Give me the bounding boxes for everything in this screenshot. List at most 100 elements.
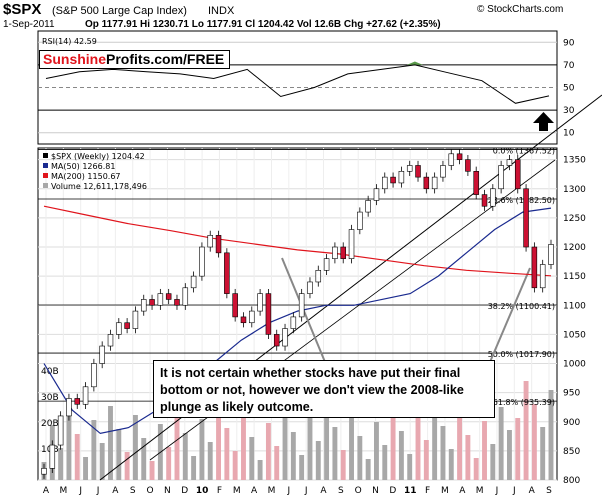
annotation-line-2: bottom or not, however we don't view the… [160,383,464,397]
candle-body [124,322,130,329]
x-tick-label: J [512,486,516,496]
rsi-grid [38,41,557,134]
volume-bar [324,404,330,480]
volume-bar [490,444,496,480]
x-tick-label: F [217,486,222,496]
legend-swatch-ma200 [43,173,48,178]
annotation-line-1: It is not certain whether stocks have pu… [160,366,461,380]
candle-body [398,170,405,184]
volume-bar [241,414,246,480]
candle-body [182,287,189,306]
candle-body [498,165,504,190]
volume-bar [357,436,363,480]
price-tick-label: 1150 [563,272,586,282]
x-tick-label: S [546,486,552,496]
candle-body [99,345,105,364]
x-tick-label: N [164,486,171,496]
volume-bar [465,435,471,480]
candle-body [91,363,97,388]
price-tick-label: 1100 [563,301,586,311]
volume-bar [91,420,97,480]
candle-body [174,299,180,306]
candle-body [548,244,554,265]
ticker-symbol: $SPX [3,1,41,18]
x-tick-label: D [181,486,188,496]
candle-body [440,165,446,178]
copyright-label: © StockCharts.com [477,4,563,15]
x-tick-label: A [251,486,258,496]
sunshine-profits-logo[interactable]: SunshineProfits.com/FREE [39,50,230,69]
rsi-overbought-fill [406,61,423,65]
rsi-tick-label: 50 [563,84,575,94]
rsi-tick-label: 90 [563,38,575,48]
ohlc-summary: Op 1177.91 Hi 1230.71 Lo 1177.91 Cl 1204… [85,19,441,30]
volume-bar [340,450,346,480]
x-tick-label: S [338,486,344,496]
volume-bar [174,410,180,480]
x-tick-label: M [268,486,276,496]
candle-body [332,246,338,259]
candle-body [357,211,363,230]
candle-body [490,188,496,207]
volume-bar [224,428,230,480]
volume-bar [548,390,554,480]
candle-body [481,194,488,207]
candle-body [406,165,413,172]
candle-body [515,159,521,190]
volume-bar [374,422,379,480]
price-tick-label: 1000 [563,360,586,370]
candle-body [149,299,155,306]
x-tick-label: A [43,486,50,496]
volume-bar [74,434,80,480]
price-tick-label: 900 [563,418,580,428]
price-ticks: 800 850 900 950 1000 1050 1100 1150 1200 1250 1300… [563,156,586,486]
legend-volume: Volume 12,611,178,496 [51,182,147,191]
x-tick-label: J [495,486,499,496]
chart-date: 1-Sep-2011 [3,19,55,30]
candle-body [57,415,64,446]
fib-label: 0.0% (1367.52) [493,146,555,155]
volume-bar [199,419,205,480]
index-name: (S&P 500 Large Cap Index) [52,5,187,17]
x-tick-label: N [372,486,379,496]
candle-body [307,281,313,294]
rsi-ticks: 10 30 50 70 90 [563,38,575,138]
legend-ma50: MA(50) 1266.81 [51,162,115,171]
candlesticks [41,149,554,479]
candle-body [348,229,355,259]
legend-swatch-price [43,153,48,158]
volume-bar [132,415,138,480]
x-tick-label: M [476,486,484,496]
volume-bar [523,381,529,480]
legend-price: $SPX (Weekly) 1204.42 [51,152,145,161]
candle-body [157,293,164,306]
volume-bars [41,381,554,480]
candle-body [190,275,197,289]
x-tick-label: 11 [404,486,417,496]
x-tick-label: M [441,486,449,496]
volume-bar [432,403,438,480]
candle-body [249,310,255,324]
price-tick-label: 1050 [563,330,586,340]
volume-axis-label: 20B [41,419,59,429]
candle-body [107,334,114,347]
candle-body [539,264,546,289]
rsi-legend: RSI(14) 42.59 [42,37,97,46]
volume-bar [216,405,221,480]
volume-axis-label: 30B [41,393,59,403]
price-tick-label: 1350 [563,156,586,166]
volume-bar [182,433,188,480]
fib-label: 61.8% (935.39) [493,398,555,407]
candle-body [456,153,463,160]
x-tick-label: J [304,486,308,496]
volume-bar [457,412,463,480]
x-tick-label: O [355,486,362,496]
candle-body [257,293,263,312]
x-tick-label: F [425,486,430,496]
rsi-line [45,64,550,104]
price-tick-label: 850 [563,447,580,457]
volume-bar [299,455,305,480]
price-tick-label: 1200 [563,243,586,253]
candle-body [207,235,213,248]
